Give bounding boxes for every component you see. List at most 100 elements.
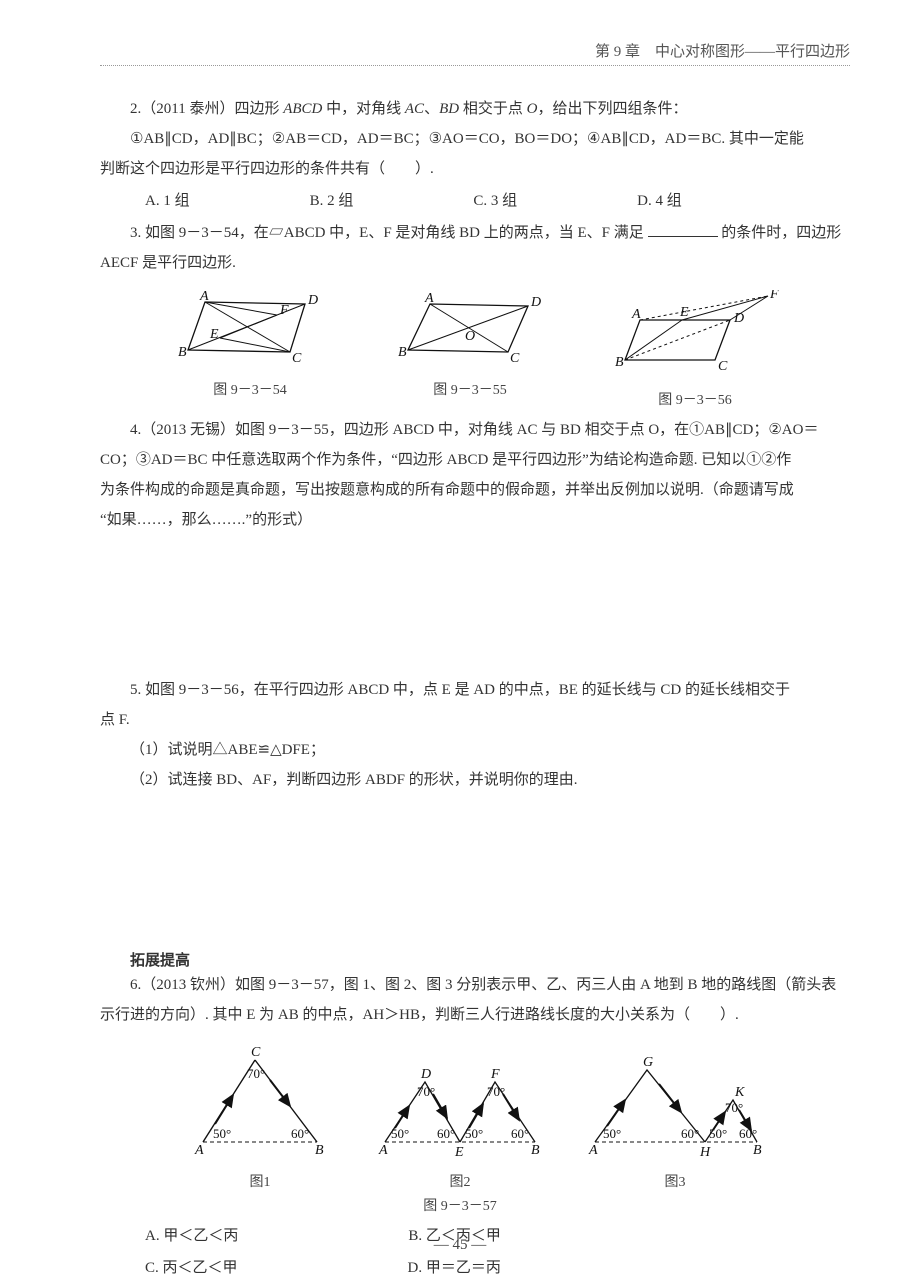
a50-2b: 50° (465, 1126, 483, 1141)
a50-2a: 50° (391, 1126, 409, 1141)
a50-3a: 50° (603, 1126, 621, 1141)
q2-abcd: ABCD (283, 101, 322, 117)
page-number: — 45 — (0, 1237, 920, 1254)
q2-bd: BD (439, 101, 459, 117)
q6-options-row2: C. 丙＜乙＜甲 D. 甲＝乙＝丙 (100, 1253, 850, 1283)
q2-opt-d: D. 4 组 (637, 186, 682, 216)
lblF3: F (769, 290, 779, 302)
a60-3a: 60° (681, 1126, 699, 1141)
q2-line3: 判断这个四边形是平行四边形的条件共有（ ）. (100, 154, 850, 184)
lblF: F (279, 303, 289, 318)
p2D: D (420, 1067, 431, 1082)
q2-opt-b: B. 2 组 (310, 186, 354, 216)
fig2-1: A B C 50° 60° 70° 图1 (185, 1042, 335, 1215)
q2-line2: ①AB∥CD，AD∥BC；②AB＝CD，AD＝BC；③AO＝CO，BO＝DO；④… (100, 124, 850, 154)
p3H: H (699, 1145, 711, 1160)
a50-1: 50° (213, 1126, 231, 1141)
header-dotline (100, 65, 850, 66)
q3-t1: 3. 如图 9－3－54，在▱ABCD 中，E、F 是对角线 BD 上的两点，当… (130, 225, 648, 241)
q2-t1: 2.（2011 泰州）四边形 (130, 101, 283, 117)
a70-1: 70° (247, 1066, 265, 1081)
lblD2: D (530, 295, 541, 310)
fig2-3-cap: 图3 (585, 1171, 765, 1191)
q6-l2: 示行进的方向）. 其中 E 为 AB 的中点，AH＞HB，判断三人行进路线长度的… (100, 1000, 850, 1030)
q2-opt-a: A. 1 组 (145, 186, 190, 216)
a70-3b: 70° (725, 1100, 743, 1115)
p3B: B (753, 1143, 762, 1158)
p2E: E (454, 1145, 464, 1160)
a60-2b: 60° (511, 1126, 529, 1141)
q4-l2: CO；③AD＝BC 中任意选取两个作为条件，“四边形 ABCD 是平行四边形”为… (100, 445, 850, 475)
q4-l3: 为条件构成的命题是真命题，写出按题意构成的所有命题中的假命题，并举出反例加以说明… (100, 475, 850, 505)
fig2-2: A E B D F 50° 60° 70° 50° 60° 70° 图2 图 9… (375, 1042, 545, 1215)
a60-1: 60° (291, 1126, 309, 1141)
q2-ac: AC (405, 101, 424, 117)
q5-l2: 点 F. (100, 705, 850, 735)
q6: 6.（2013 钦州）如图 9－3－57，图 1、图 2、图 3 分别表示甲、乙… (100, 970, 850, 1030)
lblE: E (209, 327, 219, 342)
q5: 5. 如图 9－3－56，在平行四边形 ABCD 中，点 E 是 AD 的中点，… (100, 675, 850, 795)
q5-l1: 5. 如图 9－3－56，在平行四边形 ABCD 中，点 E 是 AD 的中点，… (100, 675, 850, 705)
fig-55-svg: A D B C O (390, 290, 550, 370)
q2-o: O (527, 101, 538, 117)
p2B: B (531, 1143, 540, 1158)
fig2-2-svg: A E B D F 50° 60° 70° 50° 60° 70° (375, 1042, 545, 1162)
q6-opt-c: C. 丙＜乙＜甲 (145, 1253, 238, 1283)
p3K णK: K (734, 1085, 745, 1100)
q2-line1: 2.（2011 泰州）四边形 ABCD 中，对角线 AC、BD 相交于点 O，给… (100, 94, 850, 124)
p3A: A (588, 1143, 598, 1158)
fig2-3-svg: A H B G K 50° 60° 50° 60° 70° (585, 1042, 765, 1162)
q2-t3: 、 (424, 101, 439, 117)
p1B: B (315, 1143, 324, 1158)
q2-options: A. 1 组 B. 2 组 C. 3 组 D. 4 组 (100, 186, 850, 216)
lblA: A (199, 290, 209, 304)
q5-sub1: （1）试说明△ABE≌△DFE； (100, 735, 850, 765)
p1A: A (194, 1143, 204, 1158)
fig2-1-svg: A B C 50° 60° 70° (185, 1042, 335, 1162)
q6-opt-d: D. 甲＝乙＝丙 (408, 1253, 501, 1283)
fig-55-cap: 图 9－3－55 (390, 379, 550, 399)
spacer-1 (100, 535, 850, 675)
a60-2a: 60° (437, 1126, 455, 1141)
lblA3: A (631, 307, 641, 322)
q3-line1: 3. 如图 9－3－54，在▱ABCD 中，E、F 是对角线 BD 上的两点，当… (100, 218, 850, 248)
q2: 2.（2011 泰州）四边形 ABCD 中，对角线 AC、BD 相交于点 O，给… (100, 94, 850, 216)
fig-56: A D B C E F 图 9－3－56 (610, 290, 780, 409)
p1C: C (251, 1045, 261, 1060)
fig-56-cap: 图 9－3－56 (610, 389, 780, 409)
lblB3: B (615, 355, 624, 370)
q3-line2: AECF 是平行四边形. (100, 248, 850, 278)
q2-opt-c: C. 3 组 (473, 186, 517, 216)
q3-blank (648, 221, 718, 237)
fig-54-cap: 图 9－3－54 (170, 379, 330, 399)
q3-t2: 的条件时，四边形 (718, 225, 842, 241)
lblB: B (178, 345, 187, 360)
page-root: 第 9 章 中心对称图形——平行四边形 2.（2011 泰州）四边形 ABCD … (0, 0, 920, 1282)
fig-54: A D B C E F 图 9－3－54 (170, 290, 330, 409)
figure-row-2: A B C 50° 60° 70° 图1 A E B (100, 1042, 850, 1215)
lblA2: A (424, 291, 434, 306)
a70-2b: 70° (487, 1084, 505, 1099)
q4: 4.（2013 无锡）如图 9－3－55，四边形 ABCD 中，对角线 AC 与… (100, 415, 850, 535)
q6-l1: 6.（2013 钦州）如图 9－3－57，图 1、图 2、图 3 分别表示甲、乙… (100, 970, 850, 1000)
p3G: G (643, 1055, 653, 1070)
fig2-main-cap: 图 9－3－57 (375, 1195, 545, 1215)
lblD3: D (733, 311, 744, 326)
q2-t5: ，给出下列四组条件： (537, 101, 687, 117)
chapter-header: 第 9 章 中心对称图形——平行四边形 (100, 40, 850, 61)
p2F: F (490, 1067, 500, 1082)
a60-3b: 60° (739, 1126, 757, 1141)
extension-title: 拓展提高 (100, 949, 850, 970)
fig-56-svg: A D B C E F (610, 290, 780, 380)
figure-row-1: A D B C E F 图 9－3－54 A D B C O 图 9－3－55 (100, 290, 850, 409)
q5-sub2: （2）试连接 BD、AF，判断四边形 ABDF 的形状，并说明你的理由. (100, 765, 850, 795)
a70-2a: 70° (417, 1084, 435, 1099)
p2A: A (378, 1143, 388, 1158)
q4-l4: “如果……，那么…….”的形式） (100, 505, 850, 535)
fig2-2-cap: 图2 (375, 1171, 545, 1191)
q3: 3. 如图 9－3－54，在▱ABCD 中，E、F 是对角线 BD 上的两点，当… (100, 218, 850, 278)
fig-55: A D B C O 图 9－3－55 (390, 290, 550, 409)
q2-t2: 中，对角线 (322, 101, 405, 117)
lblD: D (307, 293, 318, 308)
fig-54-svg: A D B C E F (170, 290, 330, 370)
